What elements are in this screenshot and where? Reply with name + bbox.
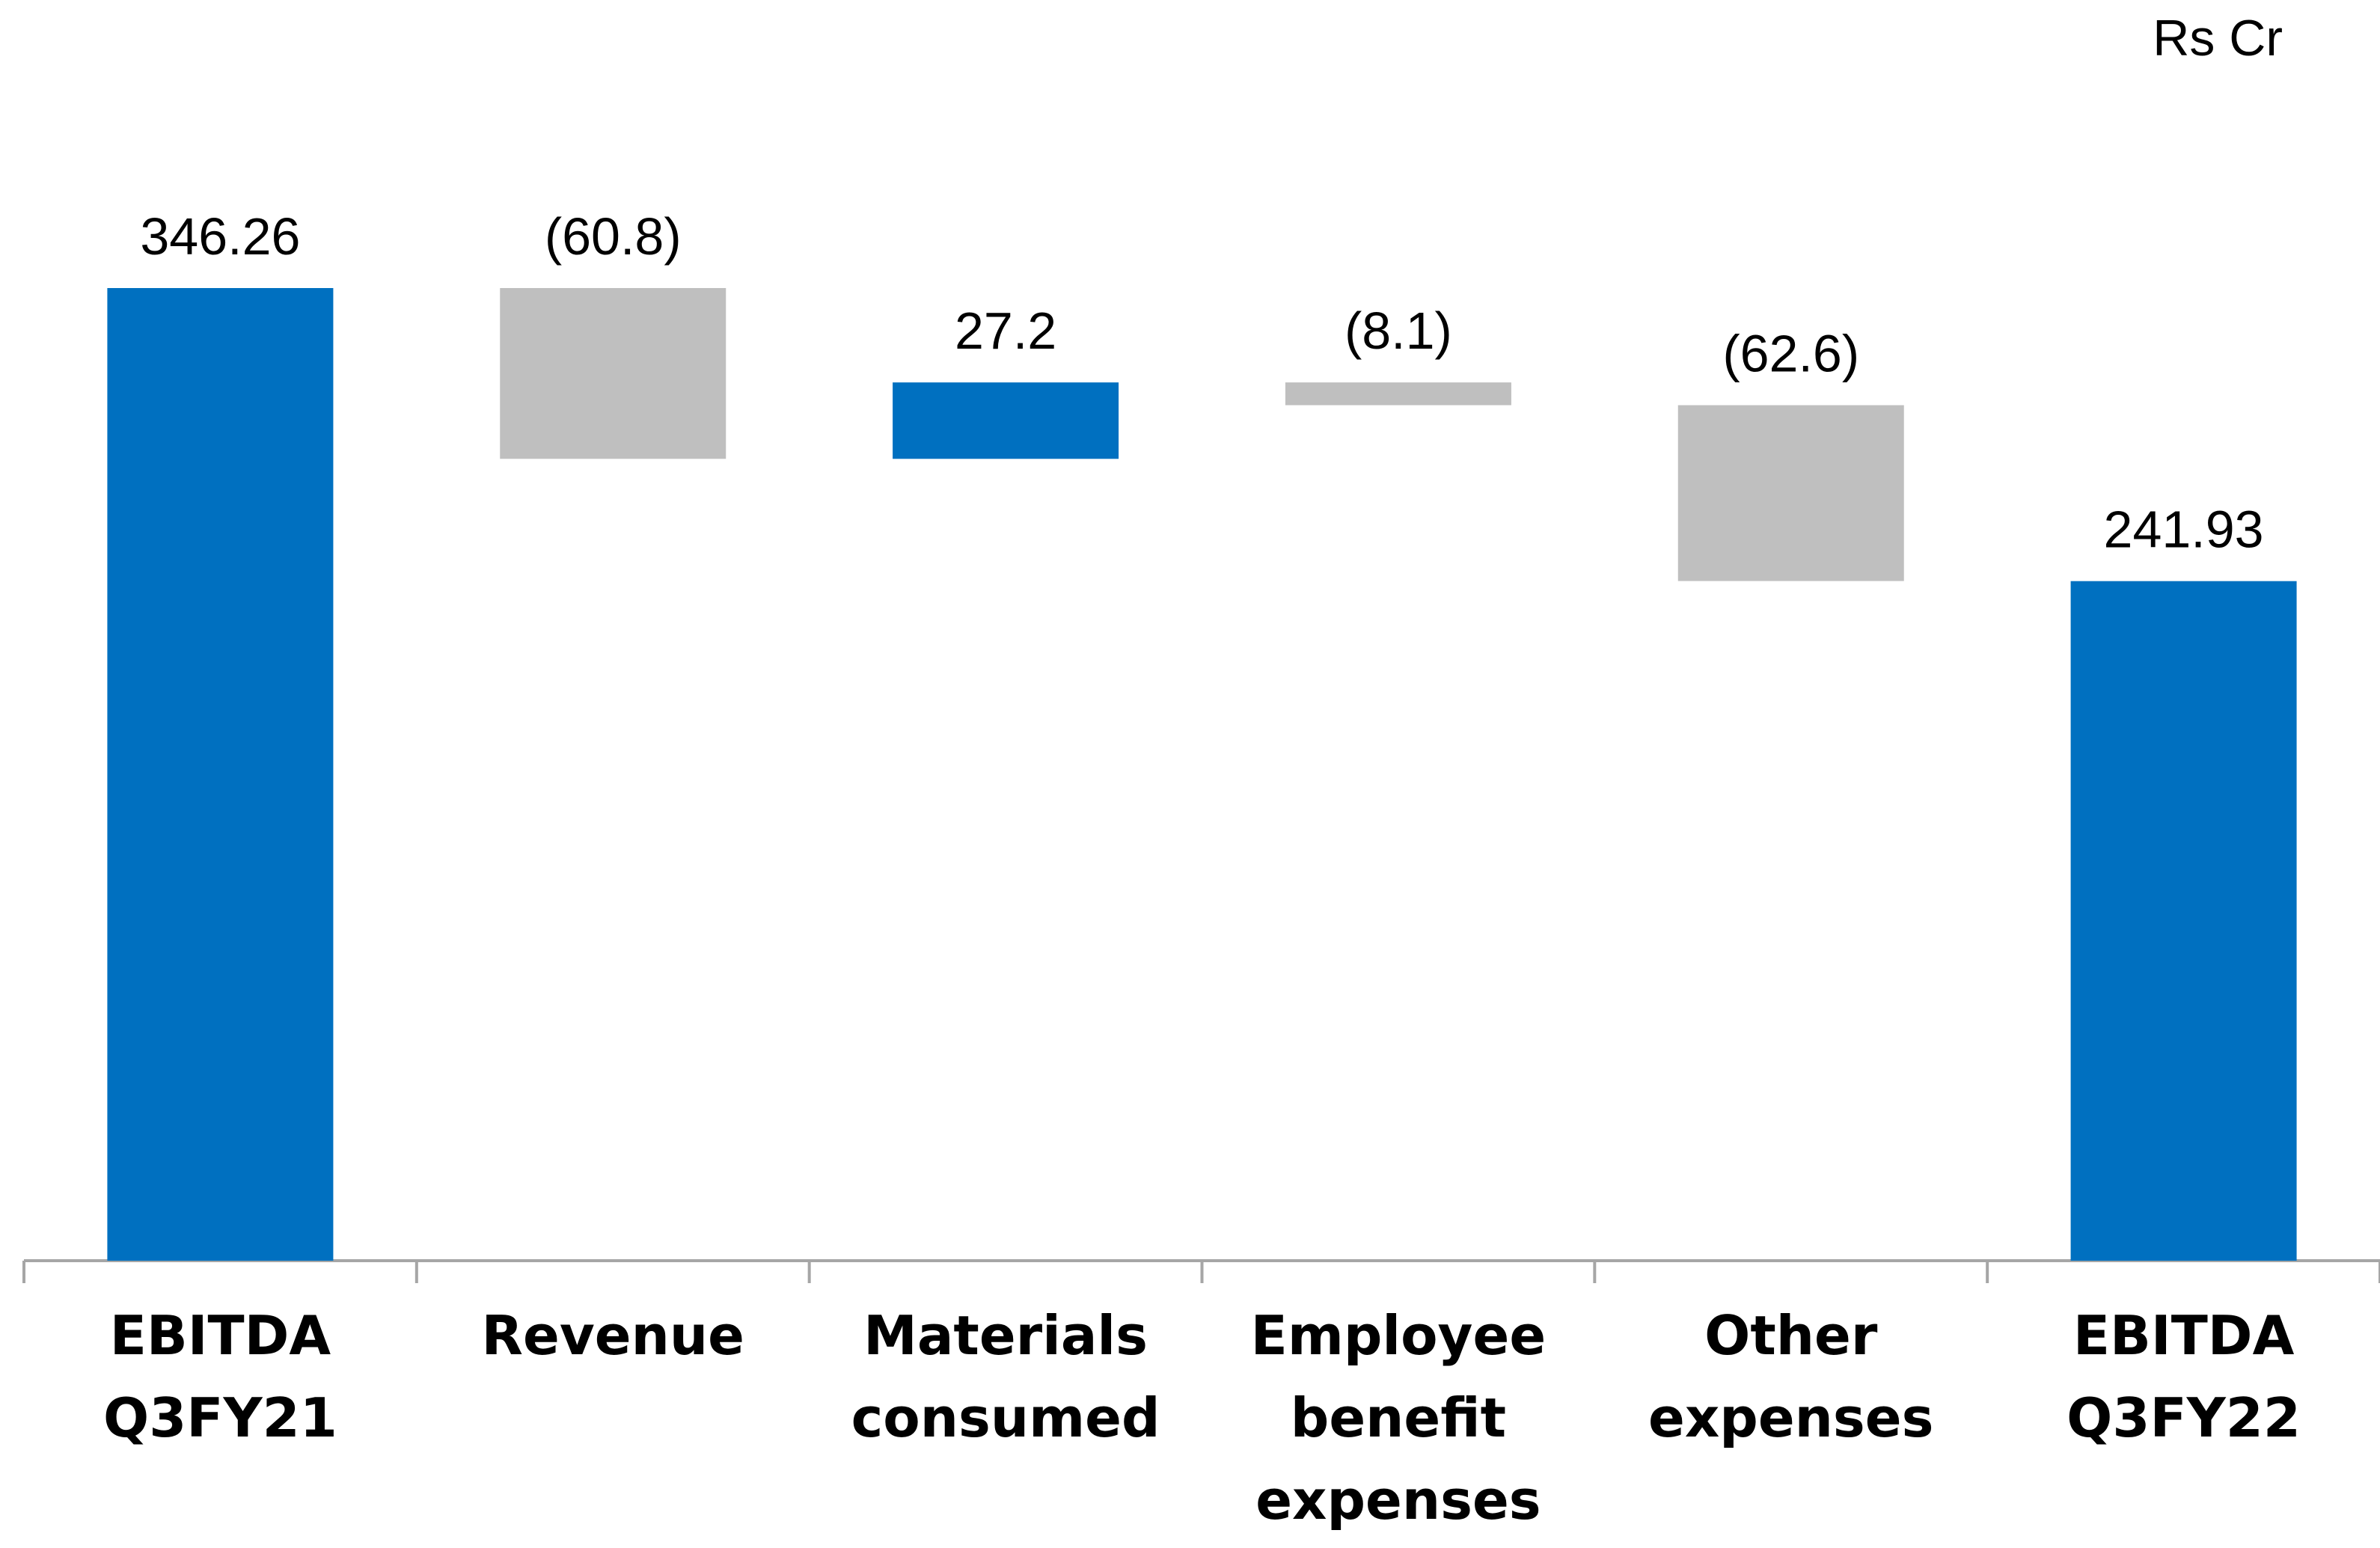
bar-6 [2070,581,2297,1261]
bar-4 [1285,382,1511,406]
data-label-6: 241.93 [2104,501,2264,559]
category-label-4: benefit [1291,1386,1506,1449]
category-label-6: EBITDA [2073,1304,2295,1367]
category-label-6: Q3FY22 [2067,1386,2301,1449]
data-label-1: 346.26 [140,207,300,266]
bar-1 [107,288,334,1261]
category-label-1: Q3FY21 [103,1386,337,1449]
category-label-4: expenses [1255,1469,1541,1532]
category-label-1: EBITDA [110,1304,331,1367]
bar-2 [500,288,726,459]
data-label-4: (8.1) [1345,302,1452,360]
category-label-5: Other [1704,1304,1878,1367]
category-label-4: Employee [1251,1304,1547,1367]
category-label-2: Revenue [482,1304,744,1367]
data-label-3: 27.2 [955,302,1056,360]
category-label-3: consumed [851,1386,1160,1449]
unit-label: Rs Cr [2153,10,2283,67]
bar-3 [893,382,1119,459]
bar-5 [1677,405,1904,581]
category-label-3: Materials [863,1304,1148,1367]
data-label-5: (62.6) [1722,325,1859,383]
data-label-2: (60.8) [545,207,682,266]
category-label-5: expenses [1648,1386,1933,1449]
